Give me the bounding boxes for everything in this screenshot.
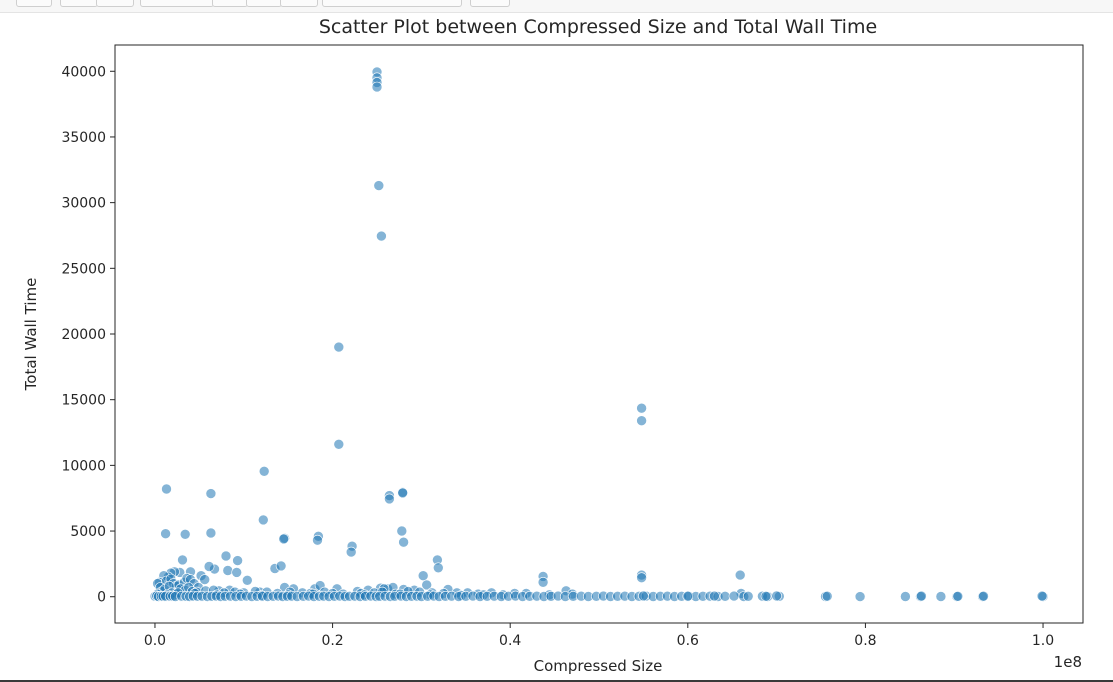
scatter-point [854,591,866,602]
scatter-point [312,534,323,546]
y-tick-label: 10000 [61,458,106,474]
scatter-point [682,590,694,602]
toolbar-button[interactable] [96,0,134,7]
scatter-point [242,574,253,586]
scatter-point [205,527,217,539]
scatter-point [179,528,191,540]
toolbar-button[interactable] [280,0,318,7]
scatter-point [398,536,409,548]
scatter-point [373,180,385,191]
scatter-point [728,590,740,602]
x-tick-label: 0.0 [144,633,166,649]
scatter-points [149,66,1049,602]
scatter-point [636,572,647,584]
y-axis-label: Total Wall Time [22,278,40,392]
x-tick-label: 1.0 [1032,633,1054,649]
chart-title: Scatter Plot between Compressed Size and… [319,16,877,38]
scatter-point [376,230,387,242]
scatter-point [900,591,911,602]
scatter-point [161,483,172,495]
plot-frame [114,44,1084,624]
y-tick-label: 5000 [70,524,106,540]
scatter-point [636,402,647,414]
scatter-point [257,514,269,526]
scatter-point [220,550,232,562]
scatter-point [177,554,188,566]
scatter-point [333,438,345,450]
scatter-point [952,590,964,602]
scatter-point [199,574,210,585]
scatter-point [396,525,408,537]
scatter-point [935,591,947,602]
x-tick-label: 0.8 [854,633,876,649]
scatter-point [231,567,242,578]
x-axis-ticks: 0.0 0.2 0.4 0.6 0.8 1.0 [144,623,1054,649]
scatter-point [421,579,433,591]
scatter-point [258,465,270,477]
y-tick-label: 40000 [61,64,106,80]
scatter-point [222,565,234,576]
scatter-point [232,555,243,566]
scatter-point [638,590,649,602]
x-axis-label: Compressed Size [534,657,663,675]
x-tick-label: 0.6 [677,633,699,649]
toolbar-button[interactable] [322,0,462,7]
scatter-point [275,560,287,572]
x-tick-label: 0.2 [321,633,343,649]
x-axis-offset-label: 1e8 [1054,653,1082,671]
y-tick-label: 0 [97,590,106,606]
y-axis-ticks: 0 5000 10000 15000 20000 25000 30000 35000 40000 [61,64,115,606]
notebook-toolbar-strip [0,0,1113,13]
scatter-point [709,590,720,602]
y-tick-label: 15000 [61,393,106,409]
toolbar-button[interactable] [470,0,510,7]
toolbar-button[interactable] [16,0,52,7]
scatter-point [432,562,444,574]
scatter-point [821,590,833,602]
scatter-point [719,590,731,602]
scatter-point [760,590,772,602]
y-tick-label: 25000 [61,261,106,277]
scatter-point [345,546,357,558]
scatter-point [417,570,429,582]
scatter-point [397,487,409,499]
scatter-point [734,569,746,581]
scatter-point [371,81,383,93]
cell-bottom-border [0,680,1113,682]
scatter-point [278,533,290,545]
scatter-point [384,493,395,505]
y-tick-label: 30000 [61,196,106,212]
scatter-point [333,341,345,353]
y-tick-label: 20000 [61,327,106,343]
scatter-point [978,590,989,602]
scatter-point [205,488,217,499]
scatter-point [160,528,171,540]
scatter-point [742,590,754,602]
y-tick-label: 35000 [61,130,106,146]
scatter-point [537,576,549,588]
scatter-point [916,590,927,602]
scatter-point [636,415,647,427]
scatter-point [771,590,782,602]
x-tick-label: 0.4 [499,633,521,649]
scatter-point [203,561,215,572]
scatter-point [1036,590,1048,602]
